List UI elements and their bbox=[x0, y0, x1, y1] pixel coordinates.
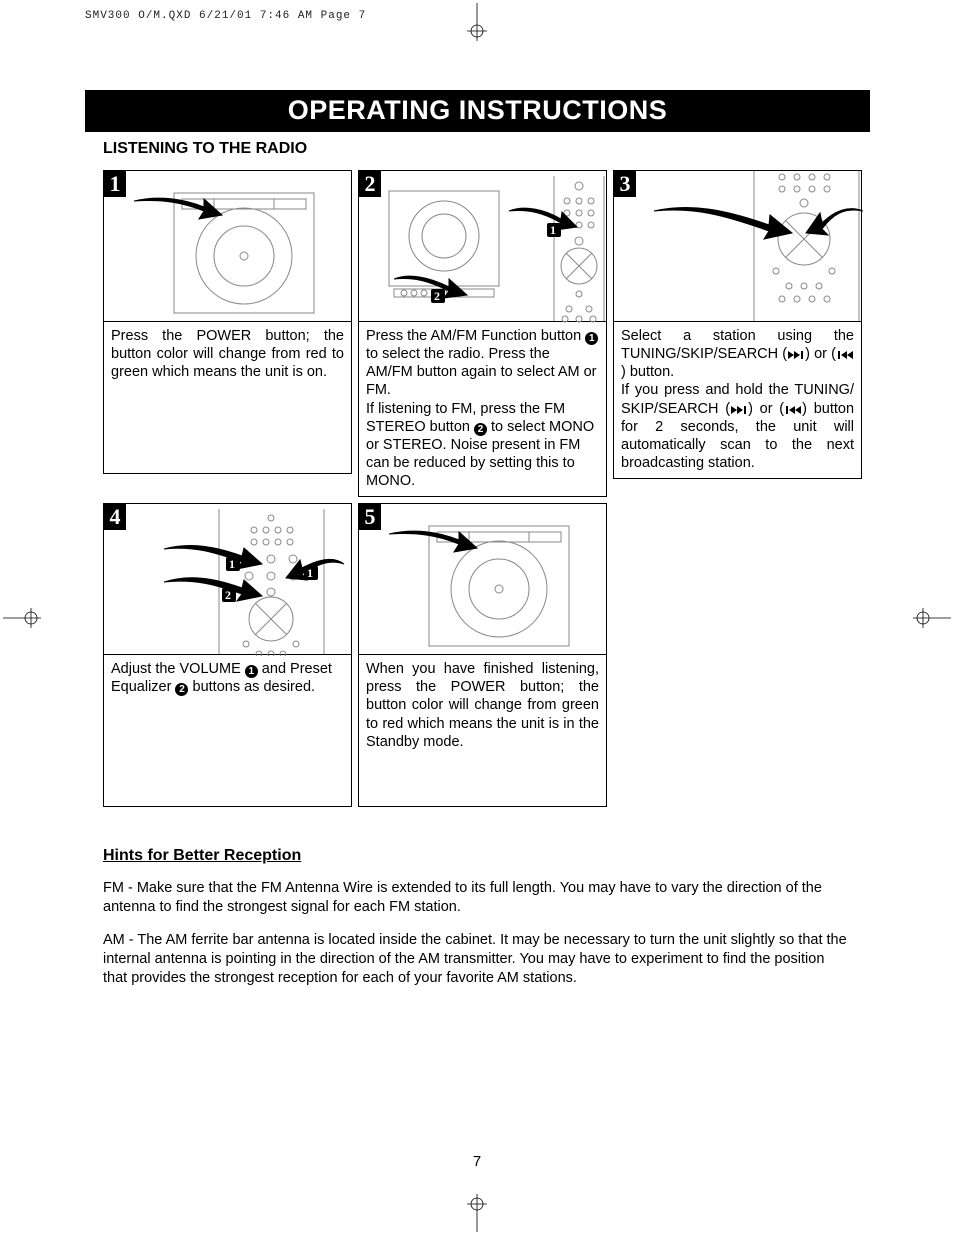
hints-body: FM - Make sure that the FM Antenna Wire … bbox=[103, 879, 852, 987]
unit-front-icon bbox=[359, 504, 608, 656]
crop-mark-right bbox=[913, 608, 951, 628]
step-1-figure: 1 bbox=[103, 170, 352, 322]
unit-front-icon bbox=[104, 171, 353, 323]
step-1: 1 Press the POWER button; the button col… bbox=[103, 170, 352, 497]
skip-back-icon bbox=[784, 405, 802, 415]
hint-am: AM - The AM ferrite bar antenna is locat… bbox=[103, 931, 852, 988]
step-badge: 3 bbox=[614, 171, 636, 197]
step-5-text: When you have finished listening, press … bbox=[358, 655, 607, 807]
step-badge: 2 bbox=[359, 171, 381, 197]
remote-icon bbox=[614, 171, 863, 323]
step-badge: 1 bbox=[104, 171, 126, 197]
hint-fm: FM - Make sure that the FM Antenna Wire … bbox=[103, 879, 852, 917]
step-badge: 5 bbox=[359, 504, 381, 530]
remote-volume-icon: 1 1 2 bbox=[104, 504, 353, 656]
step-1-text: Press the POWER button; the button color… bbox=[103, 322, 352, 474]
page-content: OPERATING INSTRUCTIONS LISTENING TO THE … bbox=[85, 90, 870, 1001]
empty-cell bbox=[613, 503, 858, 807]
step-4-text: Adjust the VOLUME 1 and Preset Equalizer… bbox=[103, 655, 352, 807]
step-badge: 4 bbox=[104, 504, 126, 530]
crop-mark-top bbox=[467, 3, 487, 41]
marker-2-icon: 2 bbox=[175, 683, 188, 696]
step-5: 5 When you have finished listening, pres… bbox=[358, 503, 607, 807]
step-2-text: Press the AM/FM Function button 1 to sel… bbox=[358, 322, 607, 497]
svg-text:1: 1 bbox=[229, 557, 235, 571]
step-5-figure: 5 bbox=[358, 503, 607, 655]
svg-text:2: 2 bbox=[434, 289, 440, 303]
marker-2-icon: 2 bbox=[474, 423, 487, 436]
step-3-text: Select a station using the TUNING/SKIP/S… bbox=[613, 322, 862, 479]
crop-mark-bottom bbox=[467, 1194, 487, 1232]
svg-text:1: 1 bbox=[550, 223, 556, 237]
marker-1-icon: 1 bbox=[585, 332, 598, 345]
crop-mark-left bbox=[3, 608, 41, 628]
page-number: 7 bbox=[0, 1153, 954, 1170]
skip-fwd-icon bbox=[730, 405, 748, 415]
step-3: 3 Selec bbox=[613, 170, 862, 497]
step-3-figure: 3 bbox=[613, 170, 862, 322]
steps-grid: 1 Press the POWER button; the button col… bbox=[103, 170, 858, 807]
skip-fwd-icon bbox=[787, 350, 805, 360]
skip-back-icon bbox=[836, 350, 854, 360]
step-4: 4 1 bbox=[103, 503, 352, 807]
print-header: SMV300 O/M.QXD 6/21/01 7:46 AM Page 7 bbox=[85, 10, 366, 22]
svg-text:1: 1 bbox=[307, 566, 313, 580]
unit-remote-icon: 1 2 bbox=[359, 171, 608, 323]
hints-title: Hints for Better Reception bbox=[103, 847, 870, 865]
page-title-bar: OPERATING INSTRUCTIONS bbox=[85, 90, 870, 132]
step-2-figure: 2 bbox=[358, 170, 607, 322]
section-title: LISTENING TO THE RADIO bbox=[103, 140, 870, 158]
marker-1-icon: 1 bbox=[245, 665, 258, 678]
step-2: 2 bbox=[358, 170, 607, 497]
svg-text:2: 2 bbox=[225, 588, 231, 602]
step-4-figure: 4 1 bbox=[103, 503, 352, 655]
